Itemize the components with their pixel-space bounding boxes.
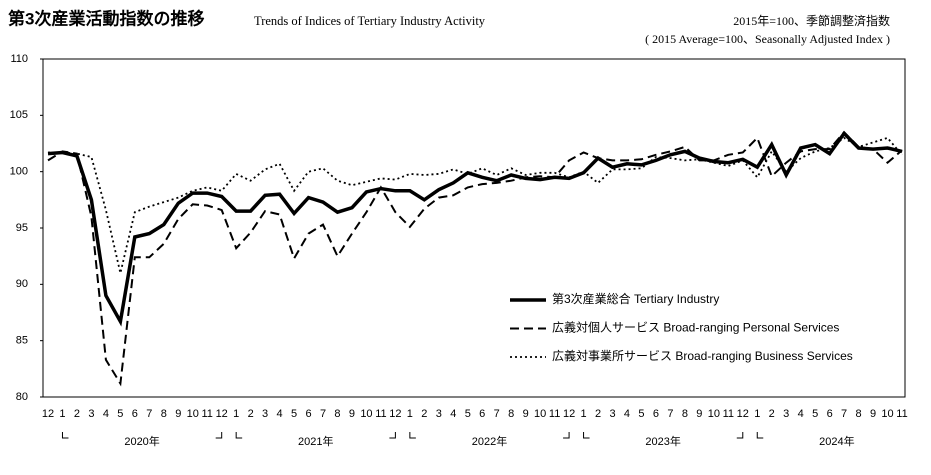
bracket: [389, 432, 396, 439]
x-tick-label: 4: [450, 408, 456, 420]
x-tick-label: 12: [216, 408, 228, 420]
x-tick-label: 7: [146, 408, 152, 420]
y-tick-label: 85: [16, 335, 28, 347]
y-tick-label: 90: [16, 278, 28, 290]
x-tick-label: 4: [277, 408, 283, 420]
y-tick-label: 80: [16, 391, 28, 403]
x-tick-label: 9: [349, 408, 355, 420]
x-tick-label: 6: [305, 408, 311, 420]
x-tick-label: 5: [291, 408, 297, 420]
legend-label: 第3次産業総合 Tertiary Industry: [552, 291, 719, 306]
bracket: [409, 432, 416, 439]
x-tick-label: 3: [262, 408, 268, 420]
x-tick-label: 2: [595, 408, 601, 420]
series-line: [47, 130, 903, 387]
x-tick-label: 1: [407, 408, 413, 420]
x-tick-label: 7: [494, 408, 500, 420]
legend-label: 広義対事業所サービス Broad-ranging Business Servic…: [552, 348, 853, 363]
x-tick-label: 9: [523, 408, 529, 420]
x-tick-label: 10: [534, 408, 546, 420]
x-tick-label: 6: [653, 408, 659, 420]
x-tick-label: 8: [334, 408, 340, 420]
x-tick-label: 11: [896, 408, 907, 420]
year-label: 2020年: [124, 434, 159, 448]
x-tick-label: 12: [737, 408, 749, 420]
x-tick-label: 10: [708, 408, 720, 420]
x-tick-label: 11: [375, 408, 386, 420]
x-tick-label: 10: [360, 408, 372, 420]
x-tick-label: 9: [696, 408, 702, 420]
x-tick-label: 8: [856, 408, 862, 420]
x-tick-label: 4: [103, 408, 109, 420]
x-tick-label: 1: [59, 408, 65, 420]
chart-title: 第3次産業活動指数の推移: [8, 8, 204, 28]
x-tick-label: 5: [465, 408, 471, 420]
x-tick-label: 9: [870, 408, 876, 420]
x-tick-label: 1: [233, 408, 239, 420]
y-tick-label: 105: [10, 109, 28, 121]
x-tick-label: 4: [798, 408, 804, 420]
year-label: 2021年: [298, 434, 333, 448]
bracket: [563, 432, 570, 439]
x-tick-label: 7: [320, 408, 326, 420]
x-tick-label: 9: [175, 408, 181, 420]
series-line: [48, 136, 903, 274]
x-tick-label: 1: [754, 408, 760, 420]
x-tick-label: 10: [881, 408, 893, 420]
legend-label: 広義対個人サービス Broad-ranging Personal Service…: [552, 320, 839, 335]
chart-subtitle: Trends of Indices of Tertiary Industry A…: [254, 14, 486, 28]
x-tick-label: 5: [117, 408, 123, 420]
x-tick-label: 6: [827, 408, 833, 420]
x-tick-label: 12: [389, 408, 401, 420]
x-tick-label: 3: [783, 408, 789, 420]
y-tick-label: 100: [10, 166, 28, 178]
x-tick-label: 11: [723, 408, 734, 420]
bracket: [583, 432, 590, 439]
note: ( 2015 Average=100、Seasonally Adjusted I…: [645, 32, 890, 46]
x-tick-label: 3: [88, 408, 94, 420]
x-tick-label: 2: [769, 408, 775, 420]
bracket: [756, 432, 764, 439]
x-tick-label: 6: [132, 408, 138, 420]
year-label: 2022年: [472, 434, 507, 448]
x-tick-label: 2: [74, 408, 80, 420]
series-line: [47, 130, 903, 327]
x-tick-label: 8: [508, 408, 514, 420]
y-tick-label: 95: [16, 222, 28, 234]
bracket: [215, 432, 223, 439]
x-tick-label: 11: [549, 408, 560, 420]
x-tick-label: 7: [841, 408, 847, 420]
bracket: [736, 432, 744, 439]
bracket: [61, 432, 69, 439]
x-tick-label: 8: [682, 408, 688, 420]
x-tick-label: 5: [638, 408, 644, 420]
y-tick-label: 110: [10, 53, 28, 65]
year-label: 2023年: [645, 434, 680, 448]
bracket: [235, 432, 243, 439]
x-tick-label: 3: [436, 408, 442, 420]
note: 2015年=100、季節調整済指数: [733, 13, 890, 28]
x-tick-label: 1: [580, 408, 586, 420]
x-tick-label: 3: [609, 408, 615, 420]
x-tick-label: 2: [248, 408, 254, 420]
x-tick-label: 8: [161, 408, 167, 420]
x-tick-label: 11: [202, 408, 213, 420]
x-tick-label: 12: [42, 408, 54, 420]
x-tick-label: 12: [563, 408, 575, 420]
plot-area: [42, 58, 906, 398]
x-tick-label: 4: [624, 408, 630, 420]
x-tick-label: 6: [479, 408, 485, 420]
x-tick-label: 2: [421, 408, 427, 420]
x-tick-label: 5: [812, 408, 818, 420]
x-tick-label: 10: [187, 408, 199, 420]
x-tick-label: 7: [667, 408, 673, 420]
year-label: 2024年: [819, 434, 854, 448]
